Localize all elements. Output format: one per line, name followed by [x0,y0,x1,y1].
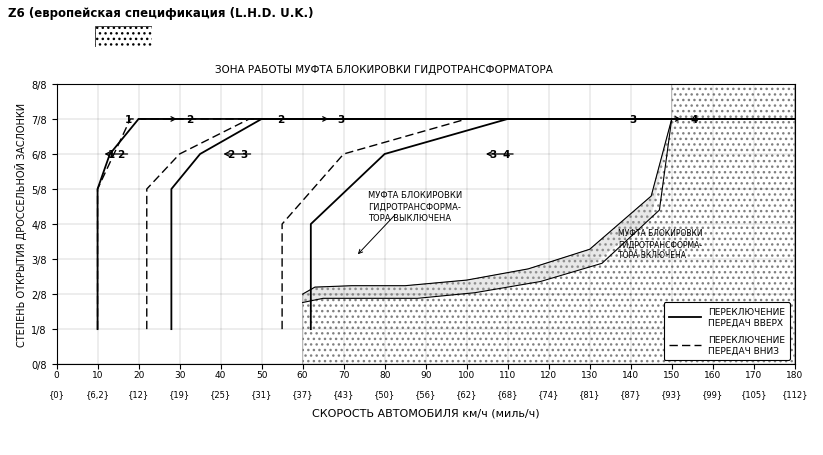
Polygon shape [95,27,152,48]
Text: {112}: {112} [782,389,808,399]
Text: {31}: {31} [251,389,272,399]
Text: {87}: {87} [620,389,641,399]
X-axis label: СКОРОСТЬ АВТОМОБИЛЯ км/ч (миль/ч): СКОРОСТЬ АВТОМОБИЛЯ км/ч (миль/ч) [312,407,539,417]
Text: {99}: {99} [702,389,723,399]
Text: {25}: {25} [210,389,231,399]
Text: 3: 3 [337,115,345,125]
Text: {19}: {19} [169,389,190,399]
Text: {50}: {50} [374,389,395,399]
Text: {62}: {62} [456,389,477,399]
Text: {81}: {81} [579,389,601,399]
Text: 2: 2 [117,150,124,160]
Text: 3: 3 [489,150,496,160]
Text: 2: 2 [186,115,193,125]
Text: {43}: {43} [333,389,355,399]
Text: 3: 3 [630,115,637,125]
Text: МУФТА БЛОКИРОВКИ
ГИДРОТРАНСФОРМА-
ТОРА ВКЛЮЧЕНА: МУФТА БЛОКИРОВКИ ГИДРОТРАНСФОРМА- ТОРА В… [618,228,703,260]
Text: 4: 4 [690,115,698,125]
Text: {68}: {68} [497,389,518,399]
Text: 1: 1 [108,150,115,160]
Polygon shape [303,85,795,364]
Text: 1: 1 [125,115,133,125]
Text: 4: 4 [502,150,509,160]
Text: 3: 3 [240,150,247,160]
Text: 2: 2 [227,150,234,160]
Text: {0}: {0} [49,389,64,399]
Text: МУФТА БЛОКИРОВКИ
ГИДРОТРАНСФОРМА-
ТОРА ВЫКЛЮЧЕНА: МУФТА БЛОКИРОВКИ ГИДРОТРАНСФОРМА- ТОРА В… [368,190,463,222]
Text: {105}: {105} [741,389,767,399]
Text: 2: 2 [277,115,284,125]
Y-axis label: СТЕПЕНЬ ОТКРЫТИЯ ДРОССЕЛЬНОЙ ЗАСЛОНКИ: СТЕПЕНЬ ОТКРЫТИЯ ДРОССЕЛЬНОЙ ЗАСЛОНКИ [15,103,27,346]
Text: {12}: {12} [128,389,149,399]
Text: ЗОНА РАБОТЫ МУФТА БЛОКИРОВКИ ГИДРОТРАНСФОРМАТОРА: ЗОНА РАБОТЫ МУФТА БЛОКИРОВКИ ГИДРОТРАНСФ… [216,64,553,74]
Text: {93}: {93} [661,389,682,399]
Text: {37}: {37} [292,389,314,399]
Text: Z6 (европейская спецификация (L.H.D. U.K.): Z6 (европейская спецификация (L.H.D. U.K… [8,7,314,20]
Text: {6,2}: {6,2} [86,389,109,399]
Text: {56}: {56} [415,389,436,399]
Legend: ПЕРЕКЛЮЧЕНИЕ
ПЕРЕДАЧ ВВЕРХ, ПЕРЕКЛЮЧЕНИЕ
ПЕРЕДАЧ ВНИЗ: ПЕРЕКЛЮЧЕНИЕ ПЕРЕДАЧ ВВЕРХ, ПЕРЕКЛЮЧЕНИЕ… [663,302,790,360]
Text: {74}: {74} [538,389,560,399]
